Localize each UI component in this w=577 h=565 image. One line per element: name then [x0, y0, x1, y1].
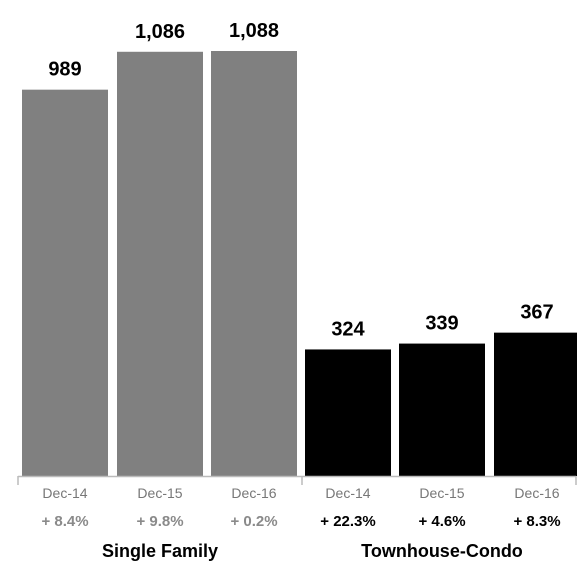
- bar: [494, 332, 577, 476]
- group-label: Townhouse-Condo: [361, 541, 523, 561]
- change-label: + 8.4%: [41, 513, 88, 530]
- change-label: + 9.8%: [136, 513, 183, 530]
- change-label: + 22.3%: [320, 513, 375, 530]
- x-tick-label: Dec-16: [514, 485, 559, 501]
- change-label: + 8.3%: [513, 513, 560, 530]
- data-label: 367: [520, 302, 553, 324]
- x-tick-label: Dec-16: [231, 485, 276, 501]
- x-tick-label: Dec-14: [325, 485, 370, 501]
- bar: [117, 51, 203, 476]
- data-label: 339: [425, 313, 458, 335]
- bar: [305, 349, 391, 476]
- bar: [211, 51, 297, 476]
- group-label: Single Family: [102, 541, 218, 561]
- change-label: + 4.6%: [418, 513, 465, 530]
- bar: [399, 343, 485, 476]
- change-label: + 0.2%: [230, 513, 277, 530]
- data-label: 1,086: [135, 21, 185, 43]
- bar: [22, 89, 108, 476]
- x-tick-label: Dec-15: [137, 485, 182, 501]
- data-label: 324: [331, 318, 365, 340]
- data-label: 989: [48, 59, 81, 81]
- x-tick-label: Dec-14: [42, 485, 87, 501]
- data-label: 1,088: [229, 20, 279, 42]
- x-tick-label: Dec-15: [419, 485, 464, 501]
